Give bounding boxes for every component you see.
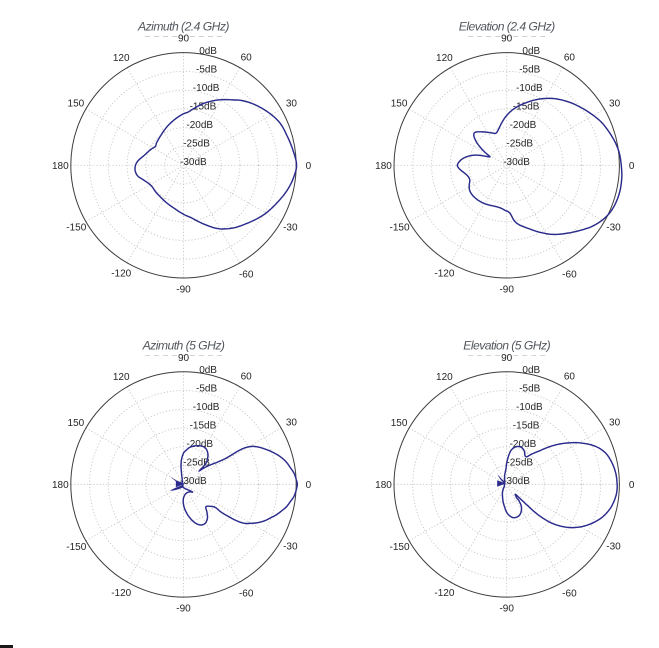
svg-text:90: 90 — [501, 353, 513, 364]
svg-text:120: 120 — [113, 372, 130, 383]
svg-text:120: 120 — [436, 372, 453, 383]
svg-text:-5dB: -5dB — [196, 384, 217, 395]
svg-text:-15dB: -15dB — [190, 421, 217, 432]
svg-text:0: 0 — [629, 161, 635, 172]
svg-text:-30dB: -30dB — [503, 157, 530, 168]
svg-text:-150: -150 — [389, 223, 409, 234]
svg-text:-30dB: -30dB — [180, 157, 207, 168]
svg-text:-15dB: -15dB — [513, 421, 540, 432]
svg-text:-150: -150 — [389, 542, 409, 553]
svg-text:-30dB: -30dB — [503, 476, 530, 487]
svg-text:-150: -150 — [66, 223, 86, 234]
svg-text:120: 120 — [113, 53, 130, 64]
svg-text:-25dB: -25dB — [183, 139, 210, 150]
svg-text:180: 180 — [375, 161, 392, 172]
svg-text:-20dB: -20dB — [510, 120, 537, 131]
svg-text:-90: -90 — [176, 285, 191, 296]
svg-text:60: 60 — [564, 52, 576, 63]
svg-text:0: 0 — [306, 161, 312, 172]
svg-text:-120: -120 — [111, 588, 131, 599]
svg-text:30: 30 — [609, 418, 621, 429]
svg-text:-150: -150 — [66, 542, 86, 553]
svg-text:-60: -60 — [239, 269, 254, 280]
svg-text:150: 150 — [68, 99, 85, 110]
svg-text:120: 120 — [436, 53, 453, 64]
svg-text:150: 150 — [391, 99, 408, 110]
svg-text:-25dB: -25dB — [506, 458, 533, 469]
svg-text:-15dB: -15dB — [190, 102, 217, 113]
svg-text:-5dB: -5dB — [519, 384, 540, 395]
svg-text:-10dB: -10dB — [516, 402, 543, 413]
svg-text:-30: -30 — [283, 542, 298, 553]
svg-text:-30: -30 — [283, 223, 298, 234]
svg-text:90: 90 — [178, 34, 190, 45]
svg-text:0: 0 — [629, 480, 635, 491]
svg-text:-10dB: -10dB — [193, 402, 220, 413]
svg-text:30: 30 — [286, 99, 298, 110]
svg-text:180: 180 — [52, 161, 69, 172]
svg-text:-120: -120 — [434, 588, 454, 599]
svg-text:0dB: 0dB — [522, 365, 540, 376]
svg-text:0dB: 0dB — [522, 46, 540, 57]
svg-text:30: 30 — [286, 418, 298, 429]
svg-text:Elevation (2.4 GHz): Elevation (2.4 GHz) — [459, 20, 555, 34]
svg-text:-90: -90 — [176, 604, 191, 615]
svg-text:-30dB: -30dB — [180, 476, 207, 487]
svg-text:60: 60 — [241, 52, 253, 63]
svg-text:0dB: 0dB — [199, 365, 217, 376]
svg-text:180: 180 — [52, 480, 69, 491]
svg-text:-25dB: -25dB — [183, 458, 210, 469]
svg-text:-60: -60 — [239, 588, 254, 599]
svg-text:Azimuth (2.4 GHz): Azimuth (2.4 GHz) — [137, 20, 229, 34]
svg-text:-60: -60 — [562, 269, 577, 280]
svg-text:-60: -60 — [562, 588, 577, 599]
svg-text:-20dB: -20dB — [186, 439, 213, 450]
svg-text:-90: -90 — [499, 285, 514, 296]
svg-text:0: 0 — [306, 480, 312, 491]
svg-text:-120: -120 — [111, 269, 131, 280]
svg-text:60: 60 — [241, 371, 253, 382]
svg-text:-10dB: -10dB — [516, 83, 543, 94]
svg-text:60: 60 — [564, 371, 576, 382]
svg-text:Elevation (5 GHz): Elevation (5 GHz) — [463, 339, 550, 353]
svg-text:-5dB: -5dB — [519, 65, 540, 76]
svg-text:-15dB: -15dB — [513, 102, 540, 113]
svg-text:Azimuth (5 GHz): Azimuth (5 GHz) — [142, 339, 225, 353]
svg-text:90: 90 — [501, 34, 513, 45]
svg-text:-30: -30 — [606, 542, 621, 553]
svg-text:0dB: 0dB — [199, 46, 217, 57]
svg-text:180: 180 — [375, 480, 392, 491]
svg-text:30: 30 — [609, 99, 621, 110]
svg-text:-30: -30 — [606, 223, 621, 234]
svg-text:-10dB: -10dB — [193, 83, 220, 94]
svg-text:90: 90 — [178, 353, 190, 364]
svg-text:-5dB: -5dB — [196, 65, 217, 76]
svg-text:-20dB: -20dB — [186, 120, 213, 131]
svg-text:150: 150 — [391, 418, 408, 429]
svg-text:-90: -90 — [499, 604, 514, 615]
svg-text:-20dB: -20dB — [510, 439, 537, 450]
svg-text:-120: -120 — [434, 269, 454, 280]
svg-text:150: 150 — [68, 418, 85, 429]
svg-text:-25dB: -25dB — [506, 139, 533, 150]
